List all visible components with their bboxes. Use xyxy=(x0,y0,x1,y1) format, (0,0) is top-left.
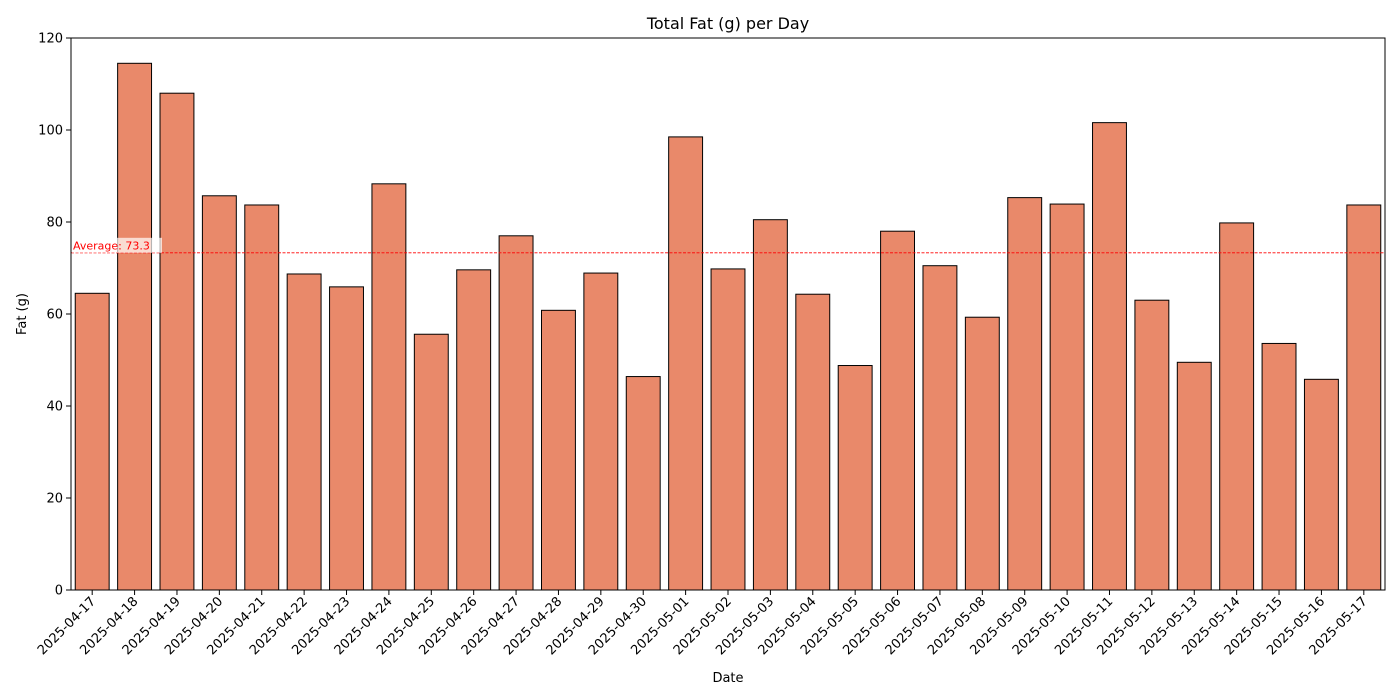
y-tick-label: 100 xyxy=(38,124,63,139)
bar-2025-04-30 xyxy=(625,376,661,591)
y-tick-label: 80 xyxy=(46,216,63,231)
bar-2025-05-12 xyxy=(1134,299,1170,591)
bar-2025-05-16 xyxy=(1303,378,1339,591)
y-tick-label: 60 xyxy=(46,308,63,323)
bar-2025-04-27 xyxy=(498,235,534,591)
bar-2025-05-07 xyxy=(922,265,958,591)
bar-2025-04-23 xyxy=(329,286,364,591)
y-tick-label: 20 xyxy=(46,492,63,507)
bar-2025-04-26 xyxy=(456,269,492,591)
bar-2025-05-03 xyxy=(752,219,788,591)
bar-2025-05-11 xyxy=(1092,122,1127,591)
bar-2025-05-13 xyxy=(1176,361,1212,591)
chart-title: Total Fat (g) per Day xyxy=(646,14,809,33)
bar-2025-05-17 xyxy=(1346,204,1382,591)
bar-2025-04-20 xyxy=(201,195,237,591)
y-axis-title: Fat (g) xyxy=(15,293,30,335)
x-axis-title: Date xyxy=(712,671,743,686)
bar-2025-04-24 xyxy=(371,183,407,591)
average-label: Average: 73.3 xyxy=(73,239,150,252)
bars-layer xyxy=(74,62,1382,591)
bar-2025-05-05 xyxy=(837,365,873,591)
bar-2025-04-18 xyxy=(117,62,153,591)
y-tick-label: 120 xyxy=(38,32,63,47)
average-label-background xyxy=(72,237,162,253)
bar-2025-05-10 xyxy=(1049,203,1085,591)
bar-2025-04-17 xyxy=(74,292,110,591)
y-tick-label: 40 xyxy=(46,400,63,415)
bar-2025-04-21 xyxy=(244,204,280,591)
bar-2025-04-28 xyxy=(541,309,576,591)
bar-2025-05-08 xyxy=(964,316,1000,591)
bar-2025-05-09 xyxy=(1007,197,1043,591)
bar-2025-04-29 xyxy=(583,272,619,591)
bar-2025-04-22 xyxy=(286,273,322,591)
bar-2025-05-14 xyxy=(1219,222,1255,591)
bar-2025-05-01 xyxy=(668,136,704,591)
bar-2025-05-02 xyxy=(710,268,746,591)
bar-2025-05-04 xyxy=(795,293,831,591)
bar-2025-04-25 xyxy=(413,333,449,591)
bar-2025-05-15 xyxy=(1261,342,1297,591)
y-axis: 0 20 40 60 80 100 120 xyxy=(38,32,71,599)
bar-2025-04-19 xyxy=(159,92,195,591)
bar-2025-05-06 xyxy=(880,230,916,591)
y-tick-label: 0 xyxy=(55,584,63,599)
reference-line-layer: Average: 73.3 xyxy=(71,237,1385,254)
